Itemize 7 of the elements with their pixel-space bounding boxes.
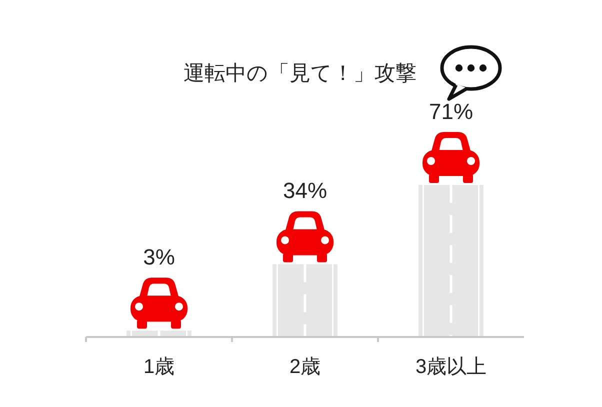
category-label: 1歳 [143, 356, 175, 378]
value-label: 3% [143, 244, 175, 270]
value-label: 34% [282, 178, 328, 204]
title: 運転中の「見て！」攻撃 [184, 62, 416, 85]
category-label: 2歳 [289, 356, 321, 378]
category-label: 3歳以上 [415, 356, 487, 378]
value-label: 71% [428, 99, 474, 124]
